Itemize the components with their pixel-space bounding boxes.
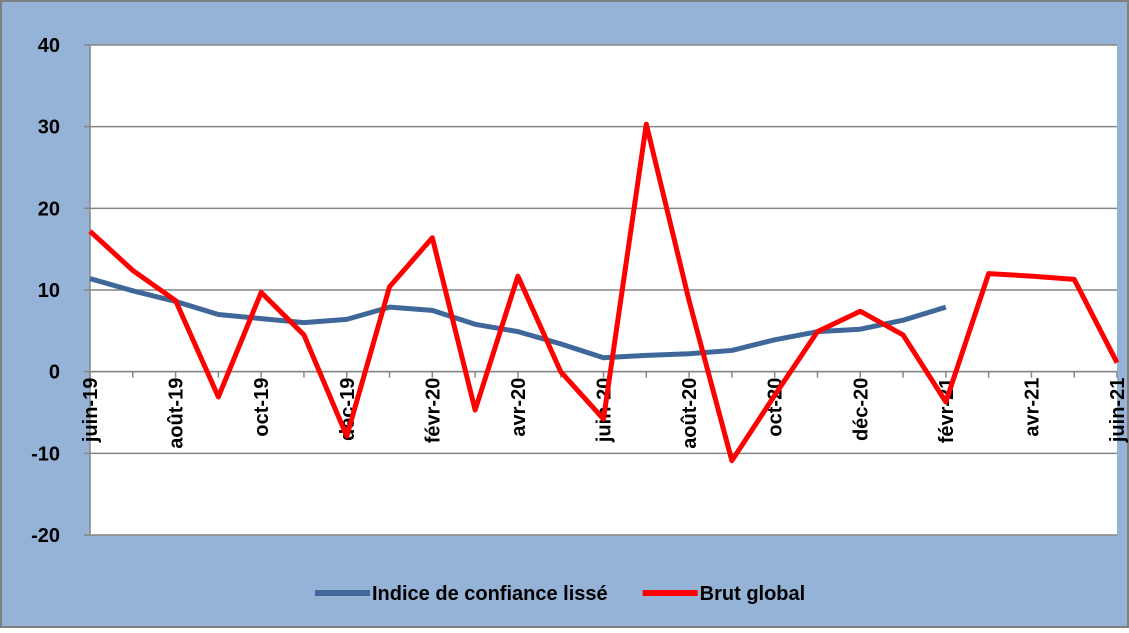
y-tick-label: 30 [38, 117, 60, 139]
x-tick-label: août-20 [679, 378, 701, 449]
x-tick-label: févr-20 [422, 378, 444, 444]
x-tick-label: avr-20 [508, 378, 530, 437]
legend-label: Indice de confiance lissé [372, 583, 608, 605]
x-tick-label: oct-19 [251, 378, 273, 437]
y-tick-label: 10 [38, 280, 60, 302]
x-tick-label: août-19 [166, 378, 188, 449]
x-tick-label: juin-21 [1107, 378, 1129, 443]
x-tick-label: juin-19 [80, 378, 102, 443]
x-tick-label: avr-21 [1021, 378, 1043, 437]
line-series [88, 121, 1120, 464]
legend-label: Brut global [700, 583, 806, 605]
y-tick-label: 40 [38, 35, 60, 57]
line-series [89, 276, 947, 361]
y-tick-label: 20 [38, 198, 60, 220]
y-tick-label: 0 [49, 362, 60, 384]
y-tick-label: -10 [31, 443, 60, 465]
y-tick-label: -20 [31, 525, 60, 547]
x-tick-label: oct-20 [765, 378, 787, 437]
x-tick-label: déc-20 [850, 378, 872, 441]
